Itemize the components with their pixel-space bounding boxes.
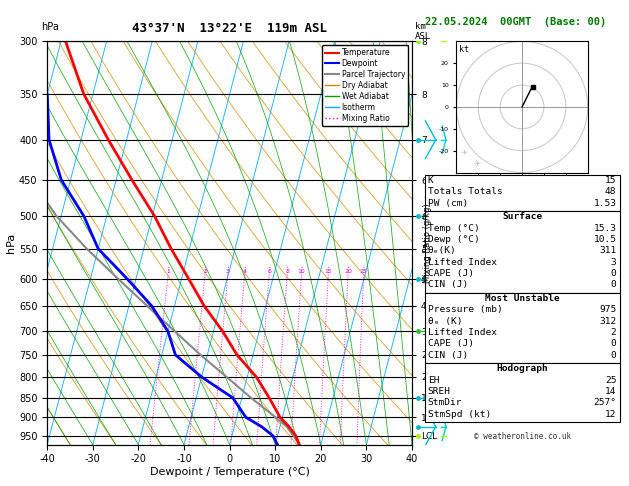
Text: 2: 2 xyxy=(611,328,616,337)
Text: Lifted Index: Lifted Index xyxy=(428,328,497,337)
Text: 10.5: 10.5 xyxy=(593,235,616,244)
Text: 15.3: 15.3 xyxy=(593,224,616,233)
Text: Mixing Ratio (g/kg): Mixing Ratio (g/kg) xyxy=(423,203,432,283)
Text: StmSpd (kt): StmSpd (kt) xyxy=(428,410,491,419)
Text: 1.53: 1.53 xyxy=(593,199,616,208)
Text: hPa: hPa xyxy=(41,22,58,32)
Text: CAPE (J): CAPE (J) xyxy=(428,339,474,348)
Text: 15: 15 xyxy=(605,176,616,185)
Text: Hodograph: Hodograph xyxy=(496,364,548,373)
Text: ✈: ✈ xyxy=(474,159,481,168)
Text: CIN (J): CIN (J) xyxy=(428,280,468,290)
Text: 25: 25 xyxy=(605,376,616,385)
Text: kt: kt xyxy=(459,45,469,54)
Text: 1: 1 xyxy=(166,269,170,274)
Text: θₑ(K): θₑ(K) xyxy=(428,246,457,256)
Text: SREH: SREH xyxy=(428,387,451,396)
Text: 975: 975 xyxy=(599,305,616,314)
Text: EH: EH xyxy=(428,376,439,385)
Text: 257°: 257° xyxy=(593,399,616,407)
Text: ✈: ✈ xyxy=(461,148,468,157)
Text: Dewp (°C): Dewp (°C) xyxy=(428,235,479,244)
Text: 15: 15 xyxy=(325,269,332,274)
Text: Surface: Surface xyxy=(502,212,542,222)
Text: 311: 311 xyxy=(599,246,616,256)
Text: StmDir: StmDir xyxy=(428,399,462,407)
Text: 0: 0 xyxy=(611,351,616,360)
Text: 20: 20 xyxy=(344,269,352,274)
Text: Temp (°C): Temp (°C) xyxy=(428,224,479,233)
Text: 0: 0 xyxy=(611,269,616,278)
Text: 22.05.2024  00GMT  (Base: 00): 22.05.2024 00GMT (Base: 00) xyxy=(425,17,606,27)
Text: 12: 12 xyxy=(605,410,616,419)
Text: Pressure (mb): Pressure (mb) xyxy=(428,305,503,314)
Text: km
ASL: km ASL xyxy=(415,22,431,41)
Text: θₑ (K): θₑ (K) xyxy=(428,317,462,326)
Text: 0: 0 xyxy=(611,280,616,290)
Text: Lifted Index: Lifted Index xyxy=(428,258,497,267)
Text: 48: 48 xyxy=(605,188,616,196)
Text: 6: 6 xyxy=(267,269,271,274)
Text: CIN (J): CIN (J) xyxy=(428,351,468,360)
X-axis label: Dewpoint / Temperature (°C): Dewpoint / Temperature (°C) xyxy=(150,467,309,477)
Text: 10: 10 xyxy=(298,269,306,274)
Text: 3: 3 xyxy=(226,269,230,274)
Text: 43°37'N  13°22'E  119m ASL: 43°37'N 13°22'E 119m ASL xyxy=(132,22,327,35)
Text: CAPE (J): CAPE (J) xyxy=(428,269,474,278)
Text: 14: 14 xyxy=(605,387,616,396)
Text: © weatheronline.co.uk: © weatheronline.co.uk xyxy=(474,432,571,441)
Y-axis label: hPa: hPa xyxy=(6,233,16,253)
Text: K: K xyxy=(428,176,433,185)
Text: PW (cm): PW (cm) xyxy=(428,199,468,208)
Text: 312: 312 xyxy=(599,317,616,326)
Text: 4: 4 xyxy=(243,269,247,274)
Text: Totals Totals: Totals Totals xyxy=(428,188,503,196)
Text: 3: 3 xyxy=(611,258,616,267)
Text: Most Unstable: Most Unstable xyxy=(485,294,559,303)
Text: 0: 0 xyxy=(611,339,616,348)
Legend: Temperature, Dewpoint, Parcel Trajectory, Dry Adiabat, Wet Adiabat, Isotherm, Mi: Temperature, Dewpoint, Parcel Trajectory… xyxy=(322,45,408,126)
Text: 2: 2 xyxy=(203,269,207,274)
Text: 25: 25 xyxy=(360,269,367,274)
Text: 8: 8 xyxy=(286,269,289,274)
